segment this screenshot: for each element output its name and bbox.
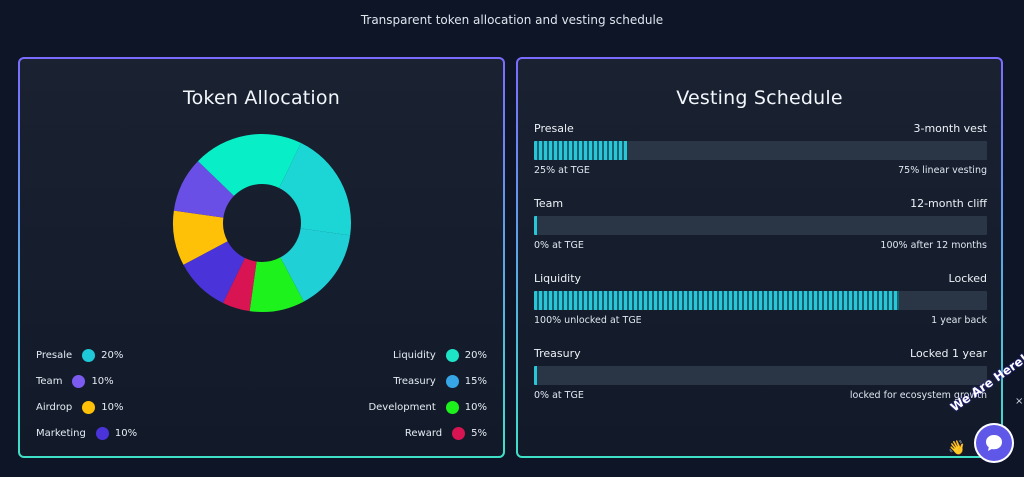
vesting-schedule-title: Vesting Schedule bbox=[676, 87, 843, 109]
legend-value: 15% bbox=[464, 375, 487, 387]
vesting-progress-fill bbox=[534, 366, 537, 385]
legend-color-dot bbox=[82, 400, 96, 414]
vesting-right-note: 100% after 12 months bbox=[880, 240, 987, 251]
legend-color-dot bbox=[95, 426, 109, 440]
legend-item-team: Team 10% bbox=[36, 373, 114, 389]
legend-item-airdrop: Airdrop 10% bbox=[36, 399, 124, 415]
vesting-name: Team bbox=[534, 197, 564, 210]
vesting-left-note: 0% at TGE bbox=[534, 390, 584, 401]
vesting-progress-bar bbox=[534, 141, 987, 160]
vesting-row-presale: Presale 3-month vest 25% at TGE 75% line… bbox=[534, 122, 987, 176]
vesting-left-note: 25% at TGE bbox=[534, 165, 590, 176]
chat-bubble-icon bbox=[986, 435, 1002, 451]
legend-label: Development bbox=[368, 401, 436, 413]
token-allocation-panel: Token Allocation Presale 20% Team 10% Ai… bbox=[18, 57, 505, 458]
vesting-left-note: 0% at TGE bbox=[534, 240, 584, 251]
legend-label: Treasury bbox=[393, 375, 436, 387]
legend-label: Presale bbox=[36, 349, 73, 361]
vesting-term: 3-month vest bbox=[913, 122, 988, 135]
legend-label: Liquidity bbox=[392, 349, 436, 361]
legend-item-reward: Reward 5% bbox=[405, 425, 487, 441]
chat-launcher-button[interactable] bbox=[974, 423, 1014, 463]
vesting-progress-fill bbox=[534, 216, 537, 235]
allocation-donut-chart bbox=[173, 134, 351, 312]
vesting-right-note: 75% linear vesting bbox=[898, 165, 987, 176]
legend-value: 10% bbox=[464, 401, 487, 413]
vesting-right-note: locked for ecosystem growth bbox=[849, 390, 987, 401]
vesting-right-note: 1 year back bbox=[931, 315, 987, 326]
legend-color-dot bbox=[445, 400, 459, 414]
legend-label: Airdrop bbox=[36, 401, 73, 413]
legend-value: 10% bbox=[114, 427, 138, 439]
legend-value: 5% bbox=[471, 427, 487, 439]
donut-slice-reward bbox=[222, 258, 257, 312]
vesting-progress-bar bbox=[534, 366, 987, 385]
donut-slice-team bbox=[173, 161, 234, 218]
vesting-name: Liquidity bbox=[534, 272, 582, 285]
legend-item-development: Development 10% bbox=[368, 399, 487, 415]
close-icon[interactable]: × bbox=[1015, 396, 1024, 407]
vesting-progress-fill bbox=[534, 141, 627, 160]
vesting-term: 12-month cliff bbox=[910, 197, 987, 210]
legend-color-dot bbox=[445, 348, 459, 362]
legend-label: Team bbox=[36, 375, 63, 387]
legend-item-marketing: Marketing 10% bbox=[36, 425, 137, 441]
vesting-term: Locked bbox=[948, 272, 987, 285]
vesting-progress-bar bbox=[534, 291, 987, 310]
donut-slice-development bbox=[249, 257, 304, 312]
legend-value: 20% bbox=[101, 349, 124, 361]
legend-item-treasury: Treasury 15% bbox=[393, 373, 487, 389]
wave-hand-icon: 👋 bbox=[948, 440, 966, 456]
donut-slice-airdrop bbox=[173, 210, 228, 265]
donut-slice-marketing bbox=[183, 241, 245, 303]
vesting-row-team: Team 12-month cliff 0% at TGE 100% after… bbox=[534, 197, 987, 251]
legend-label: Reward bbox=[404, 427, 443, 439]
legend-label: Marketing bbox=[36, 427, 86, 439]
legend-value: 10% bbox=[91, 375, 114, 387]
vesting-name: Treasury bbox=[534, 347, 581, 360]
legend-value: 10% bbox=[101, 401, 124, 413]
vesting-row-treasury: Treasury Locked 1 year 0% at TGE locked … bbox=[534, 347, 987, 401]
vesting-progress-fill bbox=[534, 291, 899, 310]
vesting-left-note: 100% unlocked at TGE bbox=[534, 315, 642, 326]
legend-value: 20% bbox=[464, 349, 487, 361]
donut-slice-presale bbox=[197, 134, 302, 196]
legend-item-presale: Presale 20% bbox=[36, 347, 123, 363]
vesting-row-liquidity: Liquidity Locked 100% unlocked at TGE 1 … bbox=[534, 272, 987, 326]
donut-slice-liquidity bbox=[279, 143, 351, 236]
vesting-progress-bar bbox=[534, 216, 987, 235]
legend-color-dot bbox=[452, 426, 466, 440]
page-subtitle: Transparent token allocation and vesting… bbox=[360, 13, 664, 27]
legend-color-dot bbox=[72, 374, 86, 388]
legend-color-dot bbox=[445, 374, 459, 388]
legend-item-liquidity: Liquidity 20% bbox=[393, 347, 487, 363]
vesting-term: Locked 1 year bbox=[910, 347, 987, 360]
donut-slice-treasury bbox=[280, 228, 351, 302]
vesting-name: Presale bbox=[534, 122, 574, 135]
legend-color-dot bbox=[82, 348, 96, 362]
vesting-schedule-panel: Vesting Schedule Presale 3-month vest 25… bbox=[516, 57, 1003, 458]
token-allocation-title: Token Allocation bbox=[183, 87, 340, 109]
